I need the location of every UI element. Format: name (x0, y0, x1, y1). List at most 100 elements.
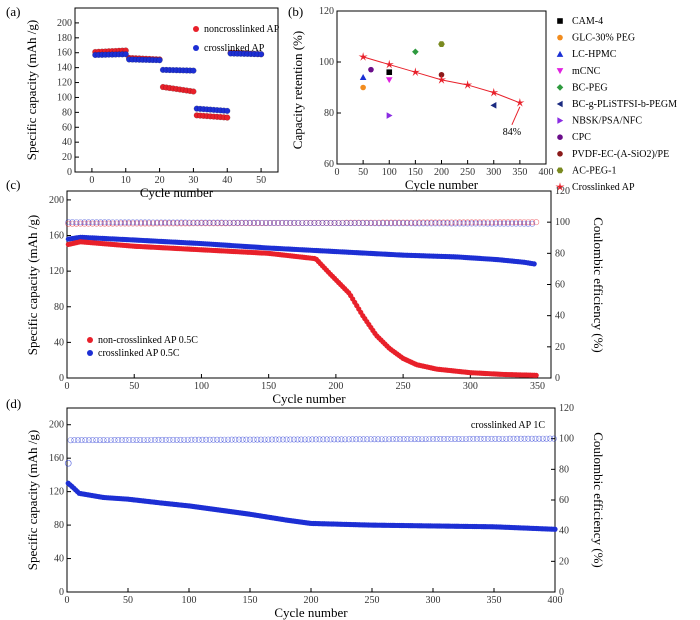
legend-marker (87, 350, 93, 356)
data-point (438, 41, 445, 48)
ce-point (186, 219, 193, 226)
ce-point (303, 219, 310, 226)
ce-point (287, 436, 294, 443)
x-tick-label: 100 (382, 167, 397, 178)
ce-point (129, 219, 136, 226)
ce-point (400, 220, 407, 227)
ce-point (335, 220, 342, 227)
ce-point (436, 220, 443, 227)
ce-point (470, 435, 477, 442)
legend-label: NBSK/PSA/NFC (572, 116, 642, 127)
plot-frame-b (336, 10, 547, 165)
x-tick-label: 50 (123, 595, 133, 606)
legend-marker (193, 45, 199, 51)
ce-point (539, 435, 546, 442)
data-point (386, 69, 393, 75)
ce-point (71, 437, 78, 444)
x-tick-label: 0 (89, 175, 94, 186)
legend-marker (87, 337, 93, 343)
data-point (436, 75, 447, 84)
x-tick-label: 200 (304, 595, 319, 606)
x-axis-label: Cycle number (272, 391, 346, 406)
ce-point (382, 436, 389, 443)
ce-point (275, 219, 282, 226)
legend-marker (556, 84, 564, 91)
ce-point (276, 436, 283, 443)
ce-point (67, 437, 74, 444)
ce-point (367, 436, 374, 443)
legend-marker (556, 50, 564, 57)
ce-point (133, 436, 140, 443)
plot-frame-a (74, 7, 279, 173)
ce-point (279, 436, 286, 443)
legend-label: crosslinked AP 0.5C (98, 348, 180, 359)
y2-tick-label: 20 (559, 556, 569, 567)
ce-point (150, 219, 157, 226)
x-tick-label: 300 (426, 595, 441, 606)
ce-point (287, 219, 294, 226)
y-tick-label: 160 (57, 48, 72, 59)
ce-point (360, 436, 367, 443)
ce-point (81, 220, 88, 227)
panel-label-a: (a) (6, 4, 20, 19)
ce-point (323, 220, 330, 227)
data-point (438, 71, 445, 78)
legend-label: BC-PEG (572, 82, 608, 93)
x-tick-label: 350 (512, 167, 527, 178)
ce-point (521, 435, 528, 442)
y-axis-label: Capacity retention (%) (290, 31, 305, 149)
y2-tick-label: 120 (559, 403, 574, 414)
ce-point (509, 220, 516, 227)
x-axis-label: Cycle number (140, 185, 214, 200)
ce-point (174, 219, 181, 226)
data-point (122, 51, 129, 58)
ce-point (444, 436, 451, 443)
ce-point (221, 436, 228, 443)
y2-axis-label: Coulombic efficiency (%) (591, 217, 606, 353)
ce-point (367, 220, 374, 227)
ce-point (129, 436, 136, 443)
y2-tick-label: 40 (555, 311, 565, 322)
ce-point (173, 436, 180, 443)
ce-point (327, 220, 334, 227)
ce-point (283, 436, 290, 443)
x-tick-label: 0 (65, 381, 70, 392)
ce-point (500, 219, 507, 226)
ce-point (509, 219, 516, 226)
ce-point (351, 220, 358, 227)
ce-point (448, 220, 455, 227)
ce-point (499, 435, 506, 442)
x-tick-label: 150 (243, 595, 258, 606)
ce-point (327, 436, 334, 443)
ce-point (107, 437, 114, 444)
y-tick-label: 40 (54, 554, 64, 565)
legend-marker (556, 100, 563, 108)
y-tick-label: 80 (54, 520, 64, 531)
ce-point (162, 219, 169, 226)
y2-tick-label: 100 (555, 217, 570, 228)
y2-tick-label: 80 (555, 248, 565, 259)
y2-tick-label: 60 (555, 280, 565, 291)
ce-point (514, 435, 521, 442)
y-tick-label: 120 (49, 487, 64, 498)
ce-point (225, 436, 232, 443)
legend-label: crosslinked AP 1C (471, 420, 545, 431)
ce-point (334, 436, 341, 443)
ce-point (247, 436, 254, 443)
data-point (358, 52, 368, 61)
x-tick-label: 50 (129, 381, 139, 392)
ce-point (272, 436, 279, 443)
y-tick-label: 80 (324, 108, 334, 119)
y-tick-label: 200 (57, 18, 72, 29)
ce-point (440, 220, 447, 227)
ce-point (353, 436, 360, 443)
ce-point (388, 220, 395, 227)
ce-point (363, 220, 370, 227)
y-tick-label: 120 (49, 266, 64, 277)
x-axis-label: Cycle number (405, 177, 479, 192)
ce-point (73, 220, 80, 227)
data-point (531, 261, 537, 267)
ce-point (100, 437, 107, 444)
ce-point (279, 219, 286, 226)
